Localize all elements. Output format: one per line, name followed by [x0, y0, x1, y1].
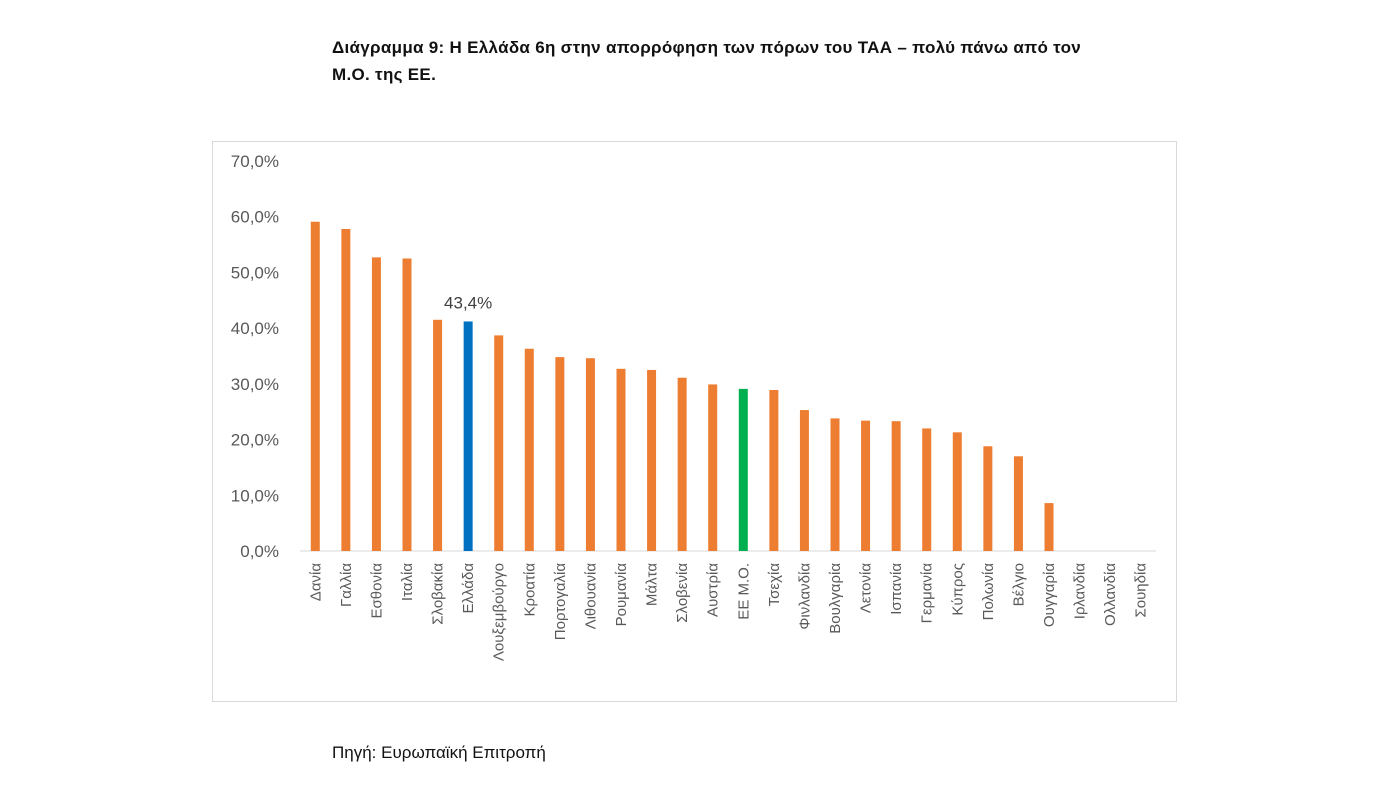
x-tick-label: Σλοβενία: [674, 563, 691, 623]
x-tick-label: Γερμανία: [919, 563, 936, 624]
y-tick-label: 70,0%: [231, 152, 279, 171]
bar: [861, 420, 871, 551]
bar: [1013, 456, 1023, 551]
bar: [341, 228, 351, 551]
bar: [769, 389, 779, 551]
y-tick-label: 20,0%: [231, 431, 279, 450]
bar: [494, 335, 504, 551]
bar: [983, 446, 993, 551]
x-tick-label: Λετονία: [858, 563, 875, 614]
chart-frame: [212, 141, 1177, 702]
bar: [677, 377, 687, 551]
bar: [371, 257, 381, 551]
bar: [463, 321, 473, 551]
x-tick-label: Σλοβακία: [430, 563, 447, 625]
bar: [555, 357, 565, 551]
x-tick-label: Λουξεμβούργο: [491, 563, 508, 661]
x-tick-label: Δανία: [307, 563, 324, 602]
bar: [616, 368, 626, 551]
y-tick-label: 50,0%: [231, 263, 279, 282]
bar: [524, 348, 534, 551]
x-tick-label: Λιθουανία: [582, 563, 599, 630]
x-tick-label: Κροατία: [521, 563, 538, 617]
x-tick-label: Τσεχία: [766, 563, 783, 607]
bar: [799, 410, 809, 551]
x-tick-label: Ιταλία: [399, 563, 416, 601]
bar: [1044, 503, 1054, 551]
x-tick-label: Ισπανία: [888, 563, 905, 615]
page-title: Διάγραμμα 9: Η Ελλάδα 6η στην απορρόφηση…: [332, 38, 1082, 84]
y-tick-label: 40,0%: [231, 319, 279, 338]
y-tick-label: 0,0%: [240, 542, 279, 561]
x-tick-label: Κύπρος: [949, 563, 966, 616]
bar: [647, 369, 657, 551]
bar: [738, 388, 748, 551]
y-tick-label: 10,0%: [231, 486, 279, 505]
bar: [402, 258, 412, 551]
bar: [708, 384, 718, 551]
y-tick-label: 30,0%: [231, 375, 279, 394]
bar: [922, 428, 932, 551]
x-tick-label: Πορτογαλία: [552, 563, 569, 641]
x-tick-label: Πολωνία: [980, 563, 997, 621]
x-tick-label: Βουλγαρία: [827, 563, 844, 634]
x-tick-label: Ελλάδα: [460, 563, 477, 614]
source-note: Πηγή: Ευρωπαϊκή Επιτροπή: [332, 743, 546, 762]
bar: [433, 319, 443, 551]
x-tick-label: Εσθονία: [368, 563, 385, 619]
x-tick-label: Φινλανδία: [796, 563, 813, 630]
x-tick-label: Γαλλία: [338, 563, 355, 607]
y-tick-label: 60,0%: [231, 208, 279, 227]
x-tick-label: Ρουμανία: [613, 563, 630, 627]
x-tick-label: Μάλτα: [644, 563, 661, 606]
bar: [310, 221, 320, 551]
x-tick-label: Αυστρία: [705, 563, 722, 617]
bar: [585, 358, 595, 551]
x-tick-label: Βέλγιο: [1010, 563, 1027, 606]
x-tick-label: ΕΕ Μ.Ο.: [735, 563, 752, 620]
x-tick-label: Ολλανδία: [1102, 563, 1119, 626]
bar: [891, 421, 901, 551]
data-label: 43,4%: [444, 293, 492, 312]
bar: [830, 418, 840, 551]
x-tick-label: Σουηδία: [1133, 563, 1150, 618]
x-tick-label: Ουγγαρία: [1041, 563, 1058, 627]
x-tick-label: Ιρλανδία: [1072, 563, 1089, 620]
bar: [952, 432, 962, 551]
